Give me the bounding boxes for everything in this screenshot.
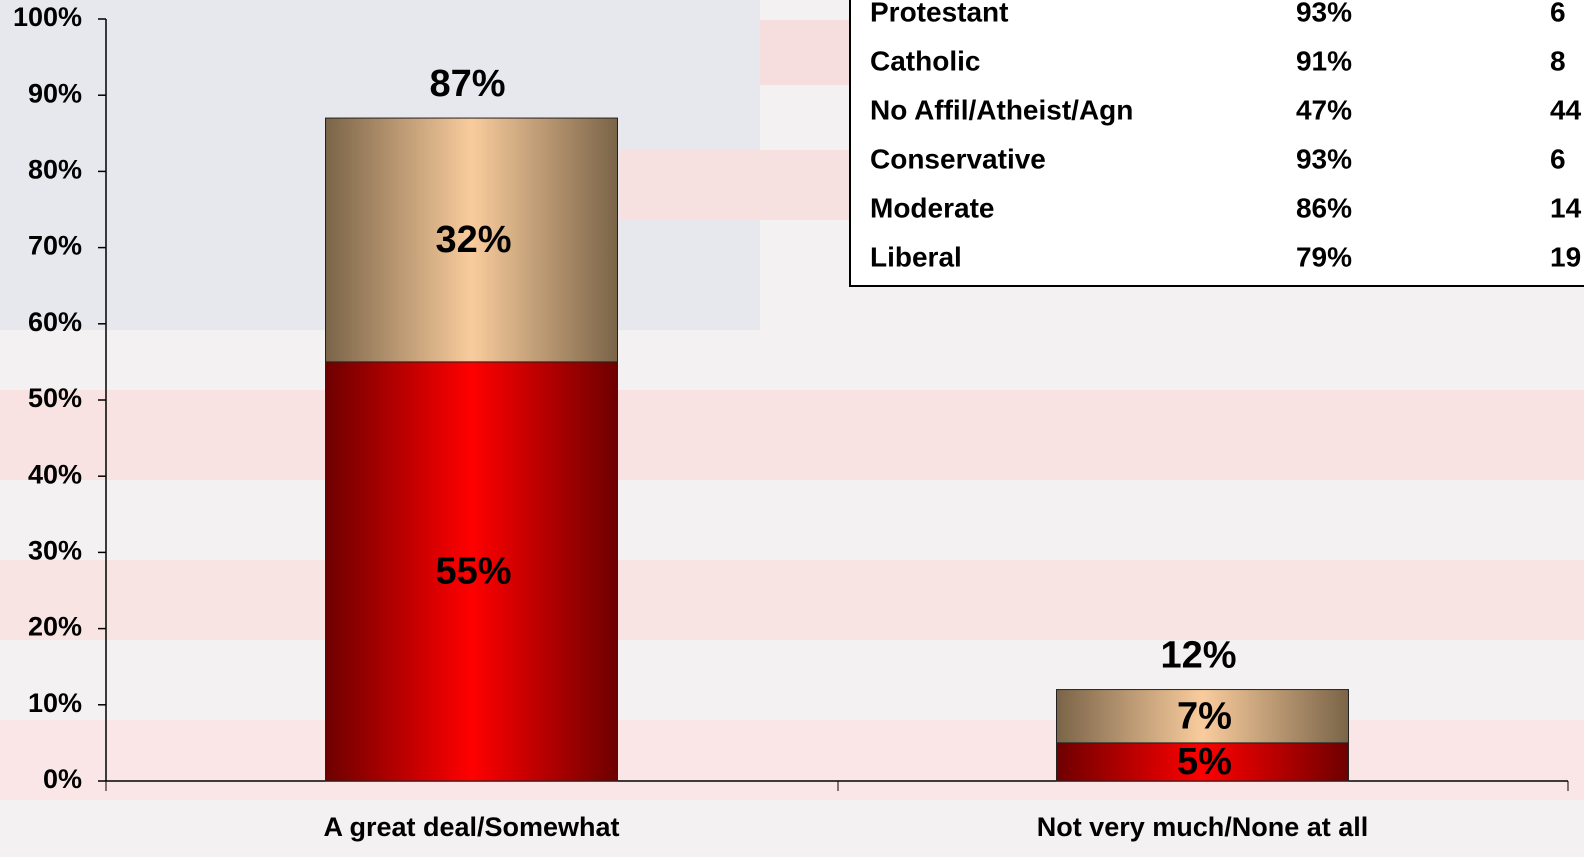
table-cell: 93% [1296, 0, 1352, 27]
table-cell: 47% [1296, 94, 1352, 125]
bar-segment [325, 117, 618, 363]
table-cell: 93% [1296, 143, 1352, 174]
y-tick-label: 90% [28, 78, 82, 108]
y-tick-label: 100% [13, 2, 82, 32]
data-label: 5% [1177, 741, 1232, 783]
table-row-label: Liberal [870, 241, 962, 272]
bar-segment [325, 361, 618, 782]
data-label: 55% [435, 550, 511, 592]
table-row-label: No Affil/Atheist/Agn [870, 94, 1133, 125]
table-cell: 8 [1550, 45, 1566, 76]
y-tick-label: 80% [28, 155, 82, 185]
table-cell: 14 [1550, 192, 1582, 223]
data-table: Protestant 93% 6 Catholic 91% 8 No Affil/Athei… [849, 0, 1584, 287]
table-cell: 79% [1296, 241, 1352, 272]
table-cell: 6 [1550, 0, 1566, 27]
table-row-label: Catholic [870, 45, 980, 76]
table-cell: 6 [1550, 143, 1566, 174]
x-tick-label: Not very much/None at all [1037, 812, 1369, 842]
y-tick-label: 60% [28, 307, 82, 337]
y-tick-label: 20% [28, 612, 82, 642]
table-row-label: Conservative [870, 143, 1046, 174]
table-cell: 19 [1550, 241, 1581, 272]
total-label: 87% [429, 63, 505, 105]
table-row-label: Protestant [870, 0, 1008, 27]
y-tick-label: 40% [28, 459, 82, 489]
total-label: 12% [1160, 635, 1236, 677]
bar-segment [1056, 689, 1349, 744]
y-tick-label: 10% [28, 688, 82, 718]
data-label: 7% [1177, 695, 1232, 737]
x-tick-label: A great deal/Somewhat [323, 812, 619, 842]
table-cell: 91% [1296, 45, 1352, 76]
y-tick-label: 50% [28, 383, 82, 413]
table-row-label: Moderate [870, 192, 994, 223]
data-label: 32% [435, 219, 511, 261]
y-tick-label: 30% [28, 536, 82, 566]
y-tick-label: 70% [28, 231, 82, 261]
y-tick-label: 0% [43, 764, 82, 794]
table-cell: 44 [1550, 94, 1582, 125]
table-cell: 86% [1296, 192, 1352, 223]
bar-segment [1056, 742, 1349, 782]
